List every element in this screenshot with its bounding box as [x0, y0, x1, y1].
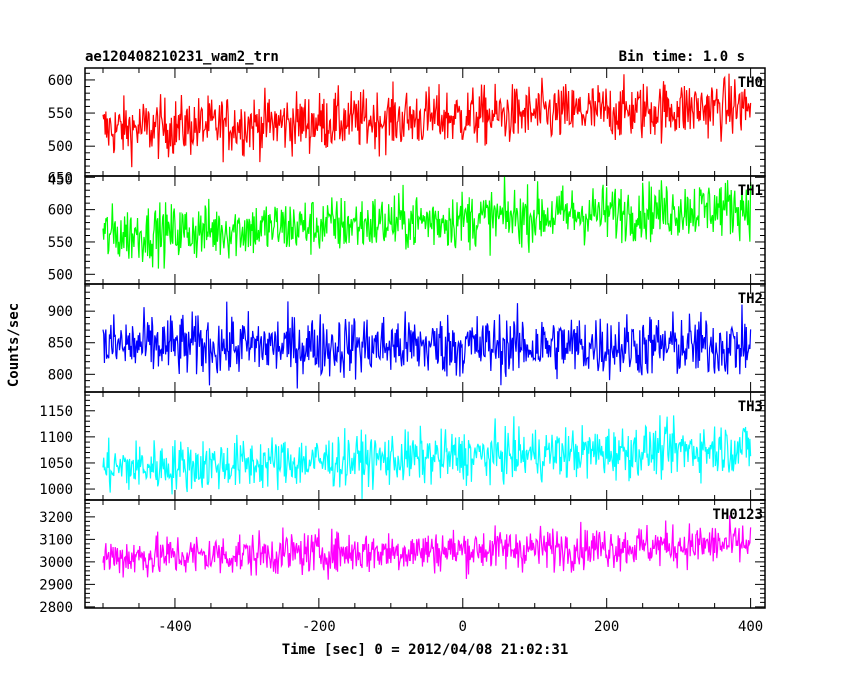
series-label-th1: TH1 — [738, 183, 763, 199]
y-tick-label: 3100 — [39, 532, 73, 548]
y-tick-label: 550 — [48, 235, 73, 251]
x-tick-label: -400 — [158, 619, 192, 635]
x-tick-label: 400 — [738, 619, 763, 635]
panel-frame — [84, 499, 766, 609]
y-tick-label: 650 — [48, 170, 73, 186]
series-line-th1 — [102, 176, 752, 269]
series-line-th0123 — [102, 515, 752, 580]
y-tick-label: 1100 — [39, 430, 73, 446]
y-tick-label: 850 — [48, 336, 73, 352]
y-tick-label: 500 — [48, 139, 73, 155]
y-tick-label: 1150 — [39, 404, 73, 420]
y-tick-label: 900 — [48, 304, 73, 320]
x-axis-label: Time [sec] 0 = 2012/04/08 21:02:31 — [282, 642, 569, 658]
panel-th3: 1000 1050 1100 1150 TH3 — [39, 391, 766, 501]
x-tick-label: 200 — [594, 619, 619, 635]
y-tick-label: 1000 — [39, 482, 73, 498]
series-line-th0 — [102, 73, 752, 168]
y-tick-label: 3200 — [39, 510, 73, 526]
panel-th2: 800 850 900 TH2 — [48, 283, 766, 393]
x-tick-label: -200 — [302, 619, 336, 635]
series-line-th3 — [102, 415, 752, 499]
x-tick-label: 0 — [459, 619, 467, 635]
plot-title-right: Bin time: 1.0 s — [619, 49, 745, 65]
y-tick-label: 600 — [48, 73, 73, 89]
y-tick-label: 1050 — [39, 456, 73, 472]
series-label-th0123: TH0123 — [712, 507, 763, 523]
y-tick-label: 3000 — [39, 555, 73, 571]
panel-th0: 450 500 550 600 TH0 — [48, 67, 766, 188]
panel-th0123: 2800 2900 3000 3100 3200 TH0123 — [39, 499, 766, 616]
y-tick-label: 600 — [48, 203, 73, 219]
panels: 450 500 550 600 TH0 500 550 600 650 TH1 800 850 900 T… — [39, 67, 766, 616]
series-line-th2 — [102, 301, 752, 389]
panel-th1: 500 550 600 650 TH1 — [48, 170, 766, 285]
series-label-th2: TH2 — [738, 291, 763, 307]
y-tick-label: 450 — [48, 172, 73, 188]
y-tick-label: 550 — [48, 106, 73, 122]
x-tick-labels: -400 -200 0 200 400 — [158, 619, 763, 635]
y-tick-label: 2800 — [39, 600, 73, 616]
plot-title-left: ae120408210231_wam2_trn — [85, 49, 279, 65]
series-label-th0: TH0 — [738, 75, 763, 91]
y-tick-label: 500 — [48, 267, 73, 283]
y-tick-label: 800 — [48, 367, 73, 383]
series-label-th3: TH3 — [738, 399, 763, 415]
y-tick-label: 2900 — [39, 577, 73, 593]
y-axis-label: Counts/sec — [6, 303, 22, 387]
